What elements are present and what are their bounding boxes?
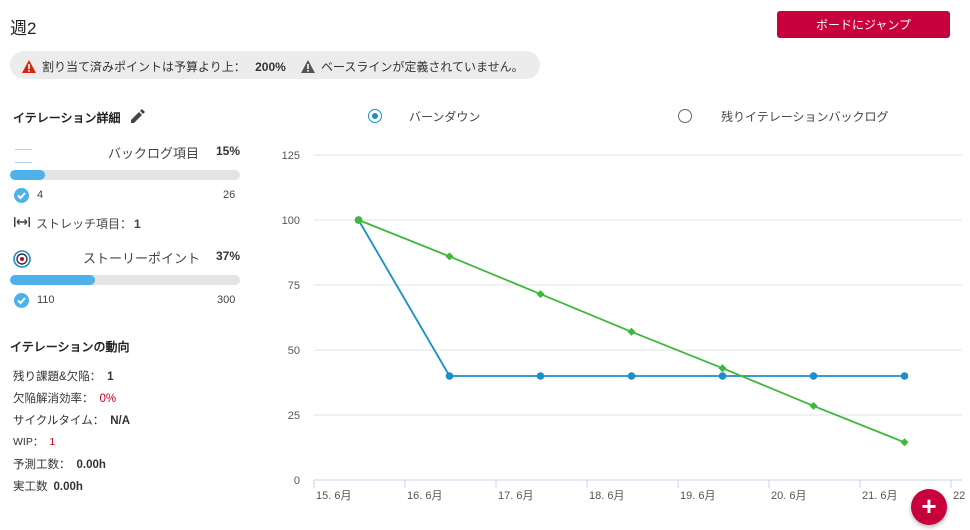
series-point-1 <box>536 290 545 299</box>
series-point-1 <box>445 252 454 261</box>
series-point-1 <box>900 438 909 447</box>
y-tick-label: 0 <box>294 475 300 487</box>
series-point-0 <box>445 372 454 380</box>
stretch-arrows-icon <box>14 217 30 227</box>
series-point-0 <box>536 372 545 380</box>
warning-bar: 割り当て済みポイントは予算より上： 200% ベースラインが定義されていません。 <box>10 51 540 79</box>
story-points-label: ストーリーポイント <box>83 251 201 266</box>
y-tick-label: 100 <box>282 215 300 227</box>
backlog-done-count: 4 <box>37 189 44 201</box>
trend-wip: WIP： 1 <box>13 436 56 448</box>
y-tick-label: 25 <box>288 410 300 422</box>
trend-defect-efficiency: 欠陥解消効率： 0% <box>13 393 117 405</box>
story-points-done: 110 <box>37 294 55 306</box>
backlog-progress-bar <box>10 170 240 180</box>
check-icon <box>14 293 29 308</box>
burndown-radio[interactable] <box>368 109 382 123</box>
burndown-chart: 125 100 75 50 25 0 15. 6月 16. 6月 17. 6月 18. 6月 19.… <box>282 150 966 502</box>
stretch-items: ストレッチ項目： 1 <box>36 215 141 232</box>
trend-estimated-hours: 予測工数： 0.00h <box>13 459 106 471</box>
trend-remaining-issues: 残り課題&欠陥： 1 <box>13 371 114 383</box>
budget-warning-text: 割り当て済みポイントは予算より上： <box>42 60 246 74</box>
series-point-0 <box>900 372 909 380</box>
iteration-details-title: イテレーション詳細 <box>13 111 121 125</box>
error-triangle-icon <box>22 60 36 73</box>
x-tick-label: 15. 6月 <box>316 490 351 502</box>
backlog-items-label: バックログ項目 <box>108 146 200 161</box>
series-point-0 <box>718 372 727 380</box>
story-points-progress-bar <box>10 275 240 285</box>
budget-warning-value: 200% <box>255 60 286 74</box>
jump-to-board-button[interactable]: ボードにジャンプ <box>777 11 950 38</box>
series-point-0 <box>627 372 636 380</box>
warning-triangle-icon <box>301 60 315 73</box>
story-points-progress-fill <box>10 275 96 285</box>
x-tick-label: 18. 6月 <box>589 490 624 502</box>
stretch-items-label: ストレッチ項目： <box>36 217 133 231</box>
x-tick-label: 22 <box>953 490 965 502</box>
remaining-backlog-radio[interactable] <box>678 109 692 123</box>
series-point-0 <box>809 372 818 380</box>
series-point-1 <box>718 364 727 373</box>
series-line-0 <box>357 219 905 377</box>
x-tick-label: 21. 6月 <box>862 490 897 502</box>
trend-cycle-time: サイクルタイム： N/A <box>13 415 131 427</box>
x-tick-label: 20. 6月 <box>771 490 806 502</box>
y-tick-label: 50 <box>288 345 300 357</box>
series-point-1 <box>809 401 818 410</box>
remaining-backlog-radio-label[interactable]: 残りイテレーションバックログ <box>721 110 889 124</box>
backlog-items-percent: 15% <box>216 144 241 158</box>
series-point-1 <box>354 216 363 224</box>
x-tick-label: 16. 6月 <box>407 490 442 502</box>
burndown-radio-label[interactable]: バーンダウン <box>409 110 481 124</box>
series-point-1 <box>627 327 636 336</box>
budget-warning: 割り当て済みポイントは予算より上： 200% <box>22 58 286 75</box>
baseline-warning-text: ベースラインが定義されていません。 <box>321 60 524 74</box>
iteration-trends-title: イテレーションの動向 <box>10 340 130 354</box>
backlog-items-icon <box>15 149 32 163</box>
backlog-total-count: 26 <box>223 189 236 201</box>
story-points-percent: 37% <box>216 249 241 263</box>
x-tick-label: 19. 6月 <box>680 490 715 502</box>
baseline-warning: ベースラインが定義されていません。 <box>301 58 524 75</box>
trend-actual-hours: 実工数 0.00h <box>13 481 83 493</box>
check-icon <box>14 188 29 203</box>
add-button[interactable]: + <box>911 489 947 525</box>
y-tick-label: 125 <box>282 150 300 162</box>
backlog-progress-fill <box>10 170 45 180</box>
target-icon <box>13 250 31 268</box>
y-tick-label: 75 <box>288 280 300 292</box>
x-tick-label: 17. 6月 <box>498 490 533 502</box>
page-title: 週2 <box>10 19 37 38</box>
edit-pencil-icon[interactable] <box>128 107 146 125</box>
story-points-total: 300 <box>217 294 236 306</box>
stretch-items-value: 1 <box>134 217 141 231</box>
